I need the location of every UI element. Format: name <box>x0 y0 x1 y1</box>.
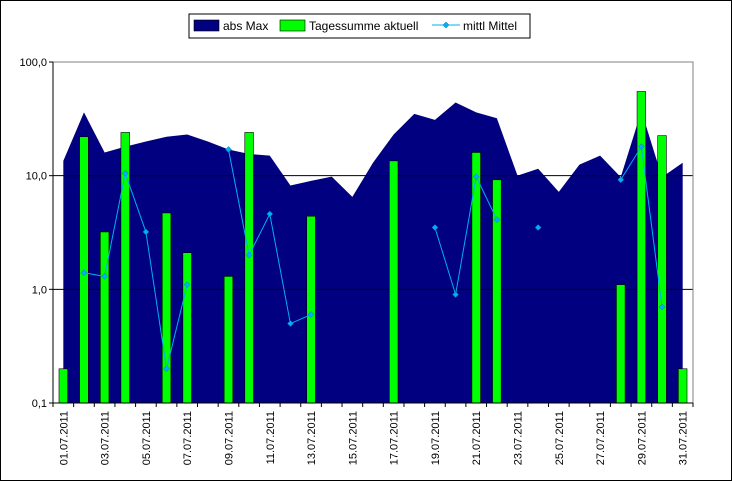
bar <box>471 152 481 404</box>
bar <box>182 252 192 404</box>
x-tick-label: 19.07.2011 <box>430 411 442 465</box>
legend-swatch-abs-max <box>193 19 220 32</box>
mittl-mittel-point <box>638 143 645 151</box>
x-tick-label: 27.07.2011 <box>595 411 607 465</box>
bar <box>161 212 172 404</box>
bar <box>244 132 254 404</box>
y-tick-labels: 0,1 1,0 10,0 100,0 <box>19 57 47 410</box>
x-tick-labels: 01.07.2011 03.07.2011 05.07.2011 07.07.2011… <box>58 411 689 465</box>
mittl-mittel-line-layer <box>80 143 666 373</box>
x-tick-label: 05.07.2011 <box>141 411 153 465</box>
x-tick-label: 07.07.2011 <box>182 411 194 465</box>
mittl-mittel-point <box>225 146 232 153</box>
y-tick-label: 0,1 <box>32 398 47 410</box>
mittl-mittel-point <box>617 176 625 184</box>
mittl-mittel-point <box>658 303 666 311</box>
x-tick-label: 17.07.2011 <box>389 411 401 465</box>
mittl-mittel-point <box>287 320 294 327</box>
abs-max-area <box>63 102 683 404</box>
mittl-mittel-point <box>472 173 480 181</box>
mittl-mittel-point <box>307 311 315 318</box>
x-tick-label: 15.07.2011 <box>347 411 359 465</box>
bar <box>616 284 626 404</box>
mittl-mittel-line-segment <box>83 171 188 369</box>
x-tick-label: 01.07.2011 <box>58 411 70 465</box>
x-tick-label: 11.07.2011 <box>265 411 277 464</box>
x-tick-label: 13.07.2011 <box>306 411 318 465</box>
legend-marker-mittl-mittel <box>442 21 450 29</box>
bar <box>223 276 234 404</box>
bar <box>58 368 68 404</box>
x-tick-label: 03.07.2011 <box>100 411 112 465</box>
mittl-mittel-point <box>163 365 170 373</box>
bar <box>389 160 399 404</box>
abs-max-area-layer <box>63 102 683 404</box>
mittl-mittel-point <box>452 291 459 298</box>
mittl-mittel-point <box>80 269 88 277</box>
y-tick-label: 10,0 <box>26 171 47 183</box>
mittl-mittel-point <box>431 224 439 231</box>
mittl-mittel-line-segment <box>434 175 498 295</box>
mittl-mittel-point <box>534 224 542 231</box>
axes <box>49 61 694 407</box>
legend-label-tagessumme: Tagessumme aktuell <box>309 19 418 33</box>
x-tick-label: 31.07.2011 <box>678 411 690 465</box>
mittl-mittel-point <box>142 228 150 236</box>
mittl-mittel-point <box>266 210 274 218</box>
x-tick-label: 23.07.2011 <box>513 411 525 465</box>
legend-box <box>188 13 531 39</box>
x-tick-label: 09.07.2011 <box>223 411 235 465</box>
x-tick-label: 25.07.2011 <box>554 411 566 465</box>
bar <box>306 215 316 404</box>
mittl-mittel-point <box>493 216 501 224</box>
mittl-mittel-point <box>245 251 253 259</box>
gridlines <box>53 175 693 290</box>
bar <box>99 231 110 404</box>
x-tick-label: 29.07.2011 <box>636 411 648 465</box>
bar <box>678 368 688 404</box>
y-tick-label: 1,0 <box>32 284 47 296</box>
mittl-mittel-point <box>121 169 129 177</box>
mittl-mittel-point <box>183 281 191 288</box>
bar <box>636 91 647 404</box>
legend: abs Max Tagessumme aktuell mittl Mittel <box>188 13 531 39</box>
x-tick-label: 21.07.2011 <box>471 411 483 465</box>
legend-label-mittl-mittel: mittl Mittel <box>463 19 517 33</box>
bar <box>657 135 667 404</box>
legend-swatch-tagessumme <box>279 19 306 32</box>
y-tick-label: 100,0 <box>19 57 47 69</box>
legend-label-abs-max: abs Max <box>223 19 268 33</box>
mittl-mittel-point <box>101 273 108 280</box>
